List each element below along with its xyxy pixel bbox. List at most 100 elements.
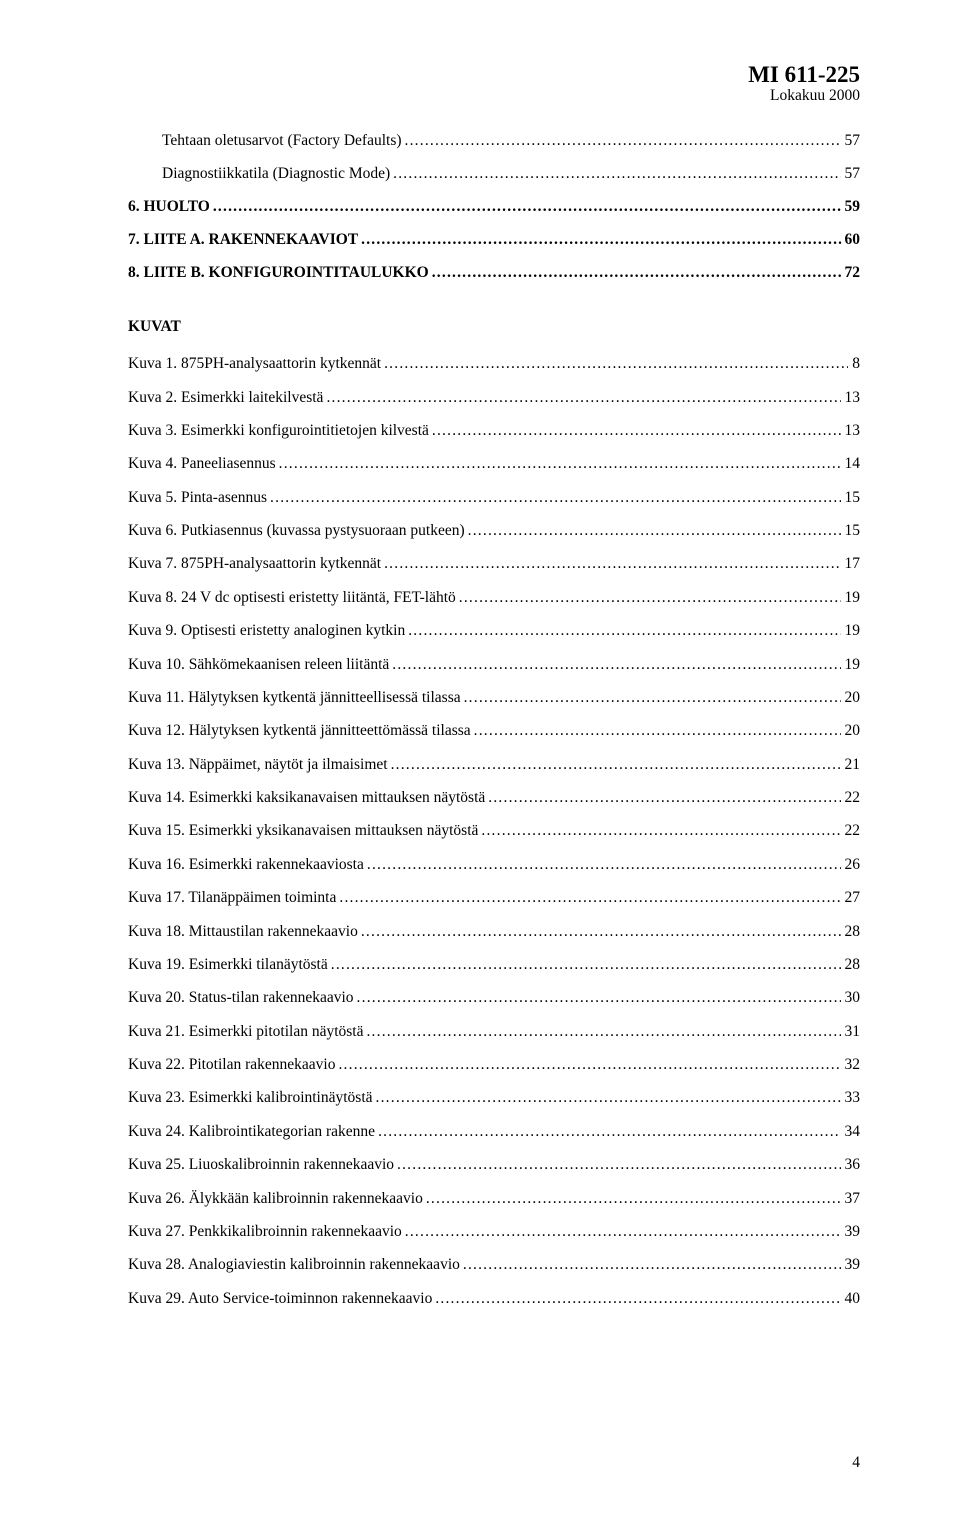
toc-label: 7. LIITE A. RAKENNEKAAVIOT xyxy=(128,230,358,249)
toc-row: Kuva 8. 24 V dc optisesti eristetty liit… xyxy=(128,588,860,607)
toc-row: Kuva 21. Esimerkki pitotilan näytöstä...… xyxy=(128,1022,860,1041)
toc-leader: ........................................… xyxy=(381,554,840,573)
toc-page-number: 19 xyxy=(841,621,861,640)
toc-label: Kuva 11. Hälytyksen kytkentä jännitteell… xyxy=(128,688,461,707)
document-date: Lokakuu 2000 xyxy=(128,87,860,105)
toc-page-number: 15 xyxy=(841,488,861,507)
toc-label: Kuva 23. Esimerkki kalibrointinäytöstä xyxy=(128,1088,373,1107)
toc-row: Kuva 13. Näppäimet, näytöt ja ilmaisimet… xyxy=(128,755,860,774)
toc-leader: ........................................… xyxy=(390,164,840,183)
toc-row: Kuva 6. Putkiasennus (kuvassa pystysuora… xyxy=(128,521,860,540)
toc-label: Tehtaan oletusarvot (Factory Defaults) xyxy=(162,131,402,150)
toc-leader: ........................................… xyxy=(267,488,840,507)
toc-label: Kuva 10. Sähkömekaanisen releen liitäntä xyxy=(128,655,389,674)
toc-leader: ........................................… xyxy=(210,197,841,216)
toc-row: Kuva 19. Esimerkki tilanäytöstä.........… xyxy=(128,955,860,974)
toc-page-number: 72 xyxy=(841,263,861,282)
toc-row: Kuva 10. Sähkömekaanisen releen liitäntä… xyxy=(128,655,860,674)
toc-label: Diagnostiikkatila (Diagnostic Mode) xyxy=(162,164,390,183)
toc-page-number: 59 xyxy=(841,197,861,216)
toc-page-number: 57 xyxy=(841,131,861,150)
toc-leader: ........................................… xyxy=(388,755,841,774)
toc-page-number: 22 xyxy=(841,788,861,807)
toc-label: Kuva 18. Mittaustilan rakennekaavio xyxy=(128,922,358,941)
toc-page-number: 21 xyxy=(841,755,861,774)
toc-page-number: 34 xyxy=(841,1122,861,1141)
toc-label: Kuva 17. Tilanäppäimen toiminta xyxy=(128,888,336,907)
toc-row: Kuva 28. Analogiaviestin kalibroinnin ra… xyxy=(128,1255,860,1274)
toc-leader: ........................................… xyxy=(429,421,841,440)
toc-row: Tehtaan oletusarvot (Factory Defaults)..… xyxy=(128,131,860,150)
toc-row: Kuva 24. Kalibrointikategorian rakenne..… xyxy=(128,1122,860,1141)
toc-page-number: 26 xyxy=(841,855,861,874)
toc-leader: ........................................… xyxy=(471,721,841,740)
toc-label: Kuva 7. 875PH-analysaattorin kytkennät xyxy=(128,554,381,573)
toc-row: Kuva 27. Penkkikalibroinnin rakennekaavi… xyxy=(128,1222,860,1241)
toc-label: Kuva 26. Älykkään kalibroinnin rakenneka… xyxy=(128,1189,423,1208)
toc-leader: ........................................… xyxy=(381,354,848,373)
toc-page-number: 27 xyxy=(841,888,861,907)
toc-leader: ........................................… xyxy=(460,1255,841,1274)
toc-row: Kuva 16. Esimerkki rakennekaaviosta.....… xyxy=(128,855,860,874)
toc-page-number: 40 xyxy=(841,1289,861,1308)
page-header: MI 611-225 Lokakuu 2000 xyxy=(128,62,860,105)
toc-row: Kuva 22. Pitotilan rakennekaavio........… xyxy=(128,1055,860,1074)
toc-label: Kuva 14. Esimerkki kaksikanavaisen mitta… xyxy=(128,788,485,807)
toc-row: Kuva 29. Auto Service-toiminnon rakennek… xyxy=(128,1289,860,1308)
toc-leader: ........................................… xyxy=(373,1088,841,1107)
toc-page-number: 30 xyxy=(841,988,861,1007)
toc-label: Kuva 6. Putkiasennus (kuvassa pystysuora… xyxy=(128,521,465,540)
document-id: MI 611-225 xyxy=(128,62,860,87)
toc-leader: ........................................… xyxy=(335,1055,840,1074)
toc-leader: ........................................… xyxy=(402,1222,841,1241)
toc-leader: ........................................… xyxy=(323,388,840,407)
toc-leader: ........................................… xyxy=(364,855,841,874)
toc-label: Kuva 29. Auto Service-toiminnon rakennek… xyxy=(128,1289,432,1308)
toc-page-number: 14 xyxy=(841,454,861,473)
toc-page-number: 15 xyxy=(841,521,861,540)
toc-label: Kuva 28. Analogiaviestin kalibroinnin ra… xyxy=(128,1255,460,1274)
toc-label: Kuva 13. Näppäimet, näytöt ja ilmaisimet xyxy=(128,755,388,774)
toc-section-list: Tehtaan oletusarvot (Factory Defaults)..… xyxy=(128,131,860,282)
toc-leader: ........................................… xyxy=(432,1289,840,1308)
toc-leader: ........................................… xyxy=(478,821,840,840)
toc-page-number: 31 xyxy=(841,1022,861,1041)
toc-leader: ........................................… xyxy=(405,621,840,640)
toc-row: Kuva 4. Paneeliasennus..................… xyxy=(128,454,860,473)
toc-label: Kuva 15. Esimerkki yksikanavaisen mittau… xyxy=(128,821,478,840)
toc-row: Kuva 5. Pinta-asennus...................… xyxy=(128,488,860,507)
toc-label: 6. HUOLTO xyxy=(128,197,210,216)
toc-page-number: 20 xyxy=(841,721,861,740)
toc-row: Kuva 11. Hälytyksen kytkentä jännitteell… xyxy=(128,688,860,707)
toc-page-number: 20 xyxy=(841,688,861,707)
toc-page-number: 28 xyxy=(841,955,861,974)
toc-leader: ........................................… xyxy=(363,1022,840,1041)
toc-page-number: 19 xyxy=(841,655,861,674)
toc-row: Kuva 12. Hälytyksen kytkentä jännitteett… xyxy=(128,721,860,740)
toc-leader: ........................................… xyxy=(276,454,841,473)
toc-leader: ........................................… xyxy=(375,1122,840,1141)
toc-page-number: 32 xyxy=(841,1055,861,1074)
toc-page-number: 19 xyxy=(841,588,861,607)
toc-label: Kuva 16. Esimerkki rakennekaaviosta xyxy=(128,855,364,874)
toc-leader: ........................................… xyxy=(423,1189,841,1208)
toc-page-number: 39 xyxy=(841,1222,861,1241)
toc-page-number: 36 xyxy=(841,1155,861,1174)
toc-label: Kuva 5. Pinta-asennus xyxy=(128,488,267,507)
toc-label: Kuva 20. Status-tilan rakennekaavio xyxy=(128,988,354,1007)
toc-page-number: 33 xyxy=(841,1088,861,1107)
toc-label: Kuva 12. Hälytyksen kytkentä jännitteett… xyxy=(128,721,471,740)
toc-page-number: 8 xyxy=(848,354,860,373)
toc-page-number: 57 xyxy=(841,164,861,183)
toc-row: Kuva 25. Liuoskalibroinnin rakennekaavio… xyxy=(128,1155,860,1174)
figures-list: Kuva 1. 875PH-analysaattorin kytkennät..… xyxy=(128,354,860,1308)
toc-leader: ........................................… xyxy=(328,955,841,974)
toc-label: Kuva 19. Esimerkki tilanäytöstä xyxy=(128,955,328,974)
toc-leader: ........................................… xyxy=(461,688,841,707)
toc-leader: ........................................… xyxy=(336,888,840,907)
toc-page-number: 37 xyxy=(841,1189,861,1208)
toc-leader: ........................................… xyxy=(402,131,841,150)
toc-row: Kuva 3. Esimerkki konfigurointitietojen … xyxy=(128,421,860,440)
toc-row: 8. LIITE B. KONFIGUROINTITAULUKKO.......… xyxy=(128,263,860,282)
toc-page-number: 39 xyxy=(841,1255,861,1274)
